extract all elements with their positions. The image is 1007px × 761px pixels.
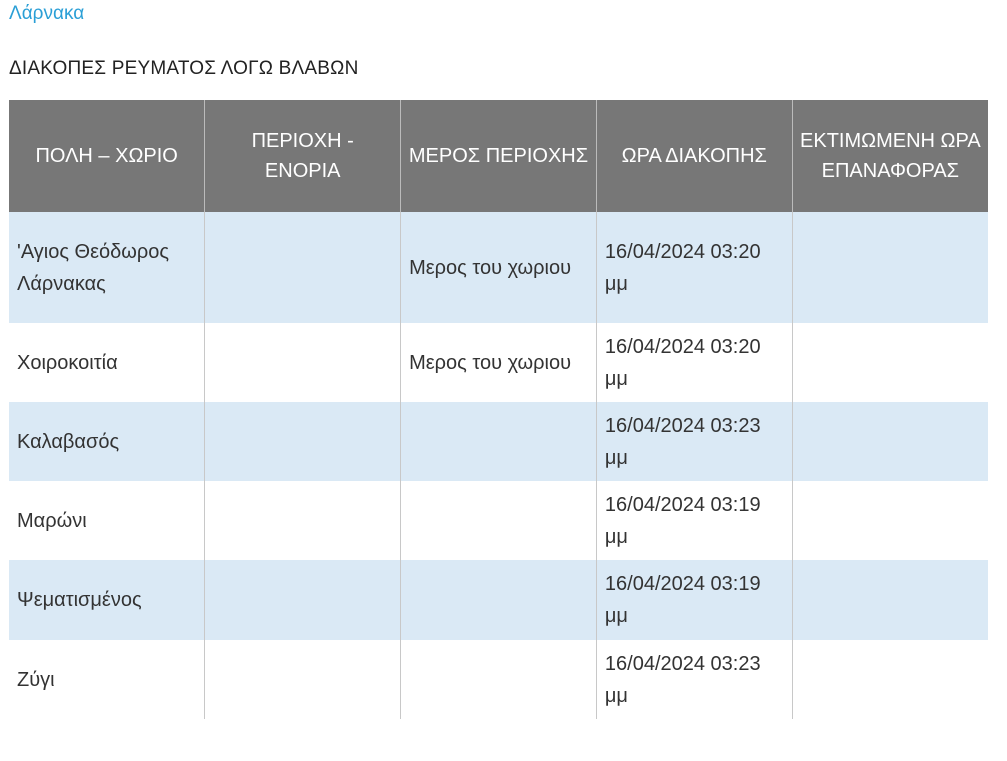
table-cell [204, 212, 401, 323]
table-cell [204, 481, 401, 560]
table-row: Ψεματισμένος 16/04/2024 03:19 μμ [9, 560, 988, 640]
table-cell: Μαρώνι [17, 509, 87, 532]
table-cell: Μερος του χωριου [400, 212, 597, 323]
table-cell [791, 212, 988, 323]
table-cell [400, 481, 597, 560]
table-cell: 16/04/2024 03:23 μμ [595, 402, 793, 481]
table-cell: 'Αγιος Θεόδωρος Λάρνακας [9, 212, 205, 323]
table-cell: Καλαβασός [9, 402, 205, 481]
table-row: 'Αγιος Θεόδωρος Λάρνακας Μερος του χωριου… [9, 212, 988, 323]
table-cell [791, 640, 988, 719]
table-row: Μαρώνι 16/04/2024 03:19 μμ [9, 481, 988, 560]
table-row: Ζύγι 16/04/2024 03:23 μμ [9, 640, 988, 719]
table-cell: 16/04/2024 03:20 μμ [595, 212, 793, 323]
table-cell: Μερος του χωριου [400, 323, 597, 402]
outages-table: ΠΟΛΗ – ΧΩΡΙΟ ΠΕΡΙΟΧΗ - ΕΝΟΡΙΑ ΜΕΡΟΣ ΠΕΡΙΟΧ… [9, 100, 988, 719]
table-cell [791, 481, 988, 560]
header-row: ΠΟΛΗ – ΧΩΡΙΟ ΠΕΡΙΟΧΗ - ΕΝΟΡΙΑ ΜΕΡΟΣ ΠΕΡΙΟΧ… [9, 100, 988, 212]
city-heading: Λάρνακα [9, 3, 85, 24]
table-cell [204, 560, 401, 640]
table-cell [791, 323, 988, 402]
table-cell [204, 640, 401, 719]
column-header: ΕΚΤΙΜΩΜΕΝΗ ΩΡΑ ΕΠΑΝΑΦΟΡΑΣ [791, 100, 988, 212]
table-cell [204, 323, 401, 402]
page-title: ΔΙΑΚΟΠΕΣ ΡΕΥΜΑΤΟΣ ΛΟΓΩ ΒΛΑΒΩΝ [9, 58, 359, 79]
table-row: Καλαβασός 16/04/2024 03:23 μμ [9, 402, 988, 481]
table-cell: 16/04/2024 03:19 μμ [595, 481, 793, 560]
table-cell [400, 560, 597, 640]
table-cell: Χοιροκοιτία [17, 351, 118, 374]
column-header: ΠΟΛΗ – ΧΩΡΙΟ [9, 100, 205, 212]
table-cell [400, 640, 597, 719]
table-cell: Ψεματισμένος [9, 560, 205, 640]
column-header: ΠΕΡΙΟΧΗ - ΕΝΟΡΙΑ [204, 100, 401, 212]
table-cell [791, 402, 988, 481]
table-cell: 16/04/2024 03:19 μμ [595, 560, 793, 640]
table-row: Χοιροκοιτία Μερος του χωριου 16/04/2024 03… [9, 323, 988, 402]
table-cell [400, 402, 597, 481]
table-cell: 16/04/2024 03:20 μμ [595, 323, 793, 402]
table-cell: Ζύγι [17, 668, 55, 691]
table-cell: 16/04/2024 03:23 μμ [595, 640, 793, 719]
column-header: ΜΕΡΟΣ ΠΕΡΙΟΧΗΣ [400, 100, 597, 212]
table-cell [791, 560, 988, 640]
column-header: ΩΡΑ ΔΙΑΚΟΠΗΣ [595, 100, 793, 212]
table-cell [204, 402, 401, 481]
